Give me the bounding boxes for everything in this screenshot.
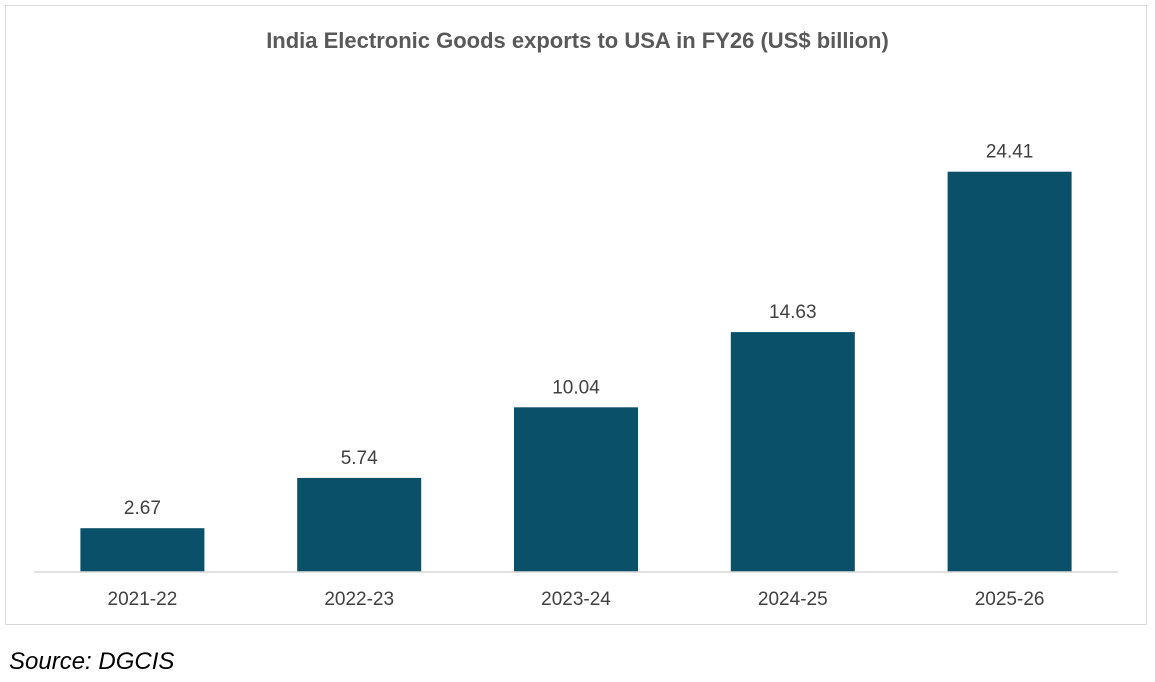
source-note: Source: DGCIS [9,648,175,675]
x-tick-label-2021-22: 2021-22 [108,589,178,610]
bar-2021-22 [80,528,205,572]
data-label-2025-26: 24.41 [986,142,1034,163]
data-label-2023-24: 10.04 [552,377,600,398]
x-tick-label-2023-24: 2023-24 [541,589,611,610]
bar-2024-25 [730,332,855,572]
bar-2023-24 [514,407,638,572]
data-label-2022-23: 5.74 [341,448,378,469]
chart-plot: 2.67 2021-22 5.74 2022-23 10.04 2023-24 14.63 2… [34,142,1118,610]
bar-2025-26 [947,171,1072,572]
x-tick-label-2022-23: 2022-23 [324,589,394,610]
bar-2022-23 [297,477,422,572]
data-label-2021-22: 2.67 [124,498,161,519]
chart-title: India Electronic Goods exports to USA in… [266,28,889,53]
x-tick-label-2025-26: 2025-26 [975,589,1045,610]
x-tick-label-2024-25: 2024-25 [758,589,828,610]
data-label-2024-25: 14.63 [769,302,817,323]
